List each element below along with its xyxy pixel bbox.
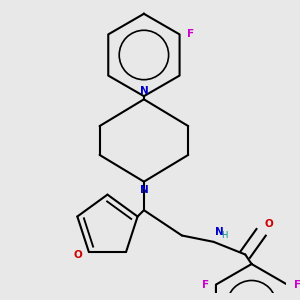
Text: N: N (140, 86, 148, 96)
Text: F: F (188, 29, 195, 39)
Text: N: N (140, 185, 148, 195)
Text: O: O (264, 219, 273, 229)
Text: N: N (215, 227, 224, 237)
Text: O: O (74, 250, 82, 260)
Text: H: H (221, 231, 228, 240)
Text: F: F (294, 280, 300, 290)
Text: F: F (202, 280, 210, 290)
